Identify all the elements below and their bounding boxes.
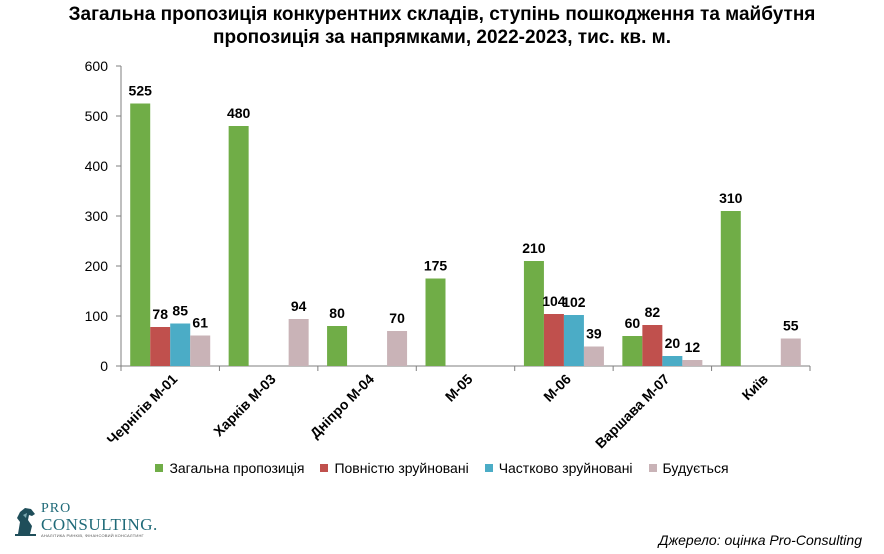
data-label: 94 — [291, 298, 307, 314]
bar — [622, 336, 643, 366]
legend-label-2: Повністю зруйновані — [334, 460, 469, 476]
y-tick-label: 600 — [85, 58, 109, 74]
bar — [327, 326, 348, 366]
data-label: 20 — [665, 335, 681, 351]
data-label: 70 — [389, 310, 405, 326]
legend-label-1: Загальна пропозиція — [169, 460, 305, 476]
data-label: 480 — [227, 105, 251, 121]
category-label: Чернігів М-01 — [104, 371, 181, 448]
chart-legend: Загальна пропозиція Повністю зруйновані … — [0, 460, 884, 476]
data-label: 102 — [562, 294, 586, 310]
legend-swatch-1 — [155, 464, 164, 472]
y-tick-label: 500 — [85, 108, 109, 124]
bar — [130, 103, 151, 366]
category-label: Харків М-03 — [210, 371, 279, 440]
category-label: М-06 — [540, 371, 574, 405]
data-label: 55 — [783, 318, 799, 334]
bar — [720, 211, 741, 366]
y-tick-label: 400 — [85, 158, 109, 174]
data-label: 39 — [586, 326, 602, 342]
legend-item-1: Загальна пропозиція — [155, 460, 304, 476]
bar — [583, 346, 604, 366]
bar — [170, 323, 191, 366]
bar — [523, 261, 544, 366]
bar — [642, 325, 663, 366]
bar — [780, 338, 801, 366]
logo-text-pro: PRO — [41, 501, 72, 516]
data-label: 85 — [172, 303, 188, 319]
data-label: 104 — [542, 293, 566, 309]
data-label: 78 — [152, 306, 168, 322]
bar — [387, 331, 408, 366]
data-label: 525 — [129, 83, 153, 99]
company-logo: PRO CONSULTING. АНАЛІТИКА РИНКІВ, ФІНАНС… — [14, 502, 158, 539]
legend-label-4: Будується — [662, 460, 729, 476]
data-label: 210 — [522, 240, 546, 256]
category-label: Київ — [739, 371, 772, 404]
data-label: 80 — [329, 305, 345, 321]
legend-label-3: Частково зруйновані — [498, 460, 633, 476]
data-label: 82 — [645, 304, 661, 320]
legend-swatch-2 — [320, 464, 329, 472]
logo-text-consulting: CONSULTING. — [41, 515, 158, 534]
horse-logo-icon — [14, 506, 38, 536]
source-note: Джерело: оцінка Pro-Consulting — [658, 532, 862, 548]
chart-title: Загальна пропозиція конкурентних складів… — [0, 3, 884, 49]
y-tick-label: 200 — [85, 258, 109, 274]
y-tick-label: 100 — [85, 308, 109, 324]
category-label: Дніпро М-04 — [307, 371, 378, 442]
bar — [543, 314, 564, 366]
bar — [682, 360, 703, 366]
category-label: М-05 — [442, 371, 476, 405]
data-label: 310 — [719, 190, 743, 206]
bar — [425, 278, 446, 366]
legend-swatch-4 — [648, 464, 657, 472]
logo-tagline: АНАЛІТИКА РИНКІВ, ФІНАНСОВИЙ КОНСАЛТИНГ — [41, 533, 144, 538]
chart-title-line-2: пропозиція за напрямками, 2022-2023, тис… — [212, 27, 671, 48]
y-tick-label: 300 — [85, 208, 109, 224]
data-label: 175 — [424, 258, 448, 274]
legend-item-3: Частково зруйновані — [484, 460, 633, 476]
y-tick-label: 0 — [100, 358, 108, 374]
chart-title-line-1: Загальна пропозиція конкурентних складів… — [68, 4, 816, 25]
legend-item-2: Повністю зруйновані — [320, 460, 469, 476]
data-label: 12 — [685, 339, 701, 355]
legend-swatch-3 — [484, 464, 493, 472]
bar — [288, 319, 309, 366]
category-label: Варшава М-07 — [592, 371, 673, 452]
logo-text: PRO CONSULTING. АНАЛІТИКА РИНКІВ, ФІНАНС… — [41, 502, 158, 539]
bar — [228, 126, 249, 366]
bar — [662, 356, 683, 366]
data-label: 61 — [192, 315, 208, 331]
bar — [190, 335, 211, 366]
legend-item-4: Будується — [648, 460, 729, 476]
bar — [150, 327, 171, 366]
data-label: 60 — [625, 315, 641, 331]
bar — [563, 315, 584, 366]
